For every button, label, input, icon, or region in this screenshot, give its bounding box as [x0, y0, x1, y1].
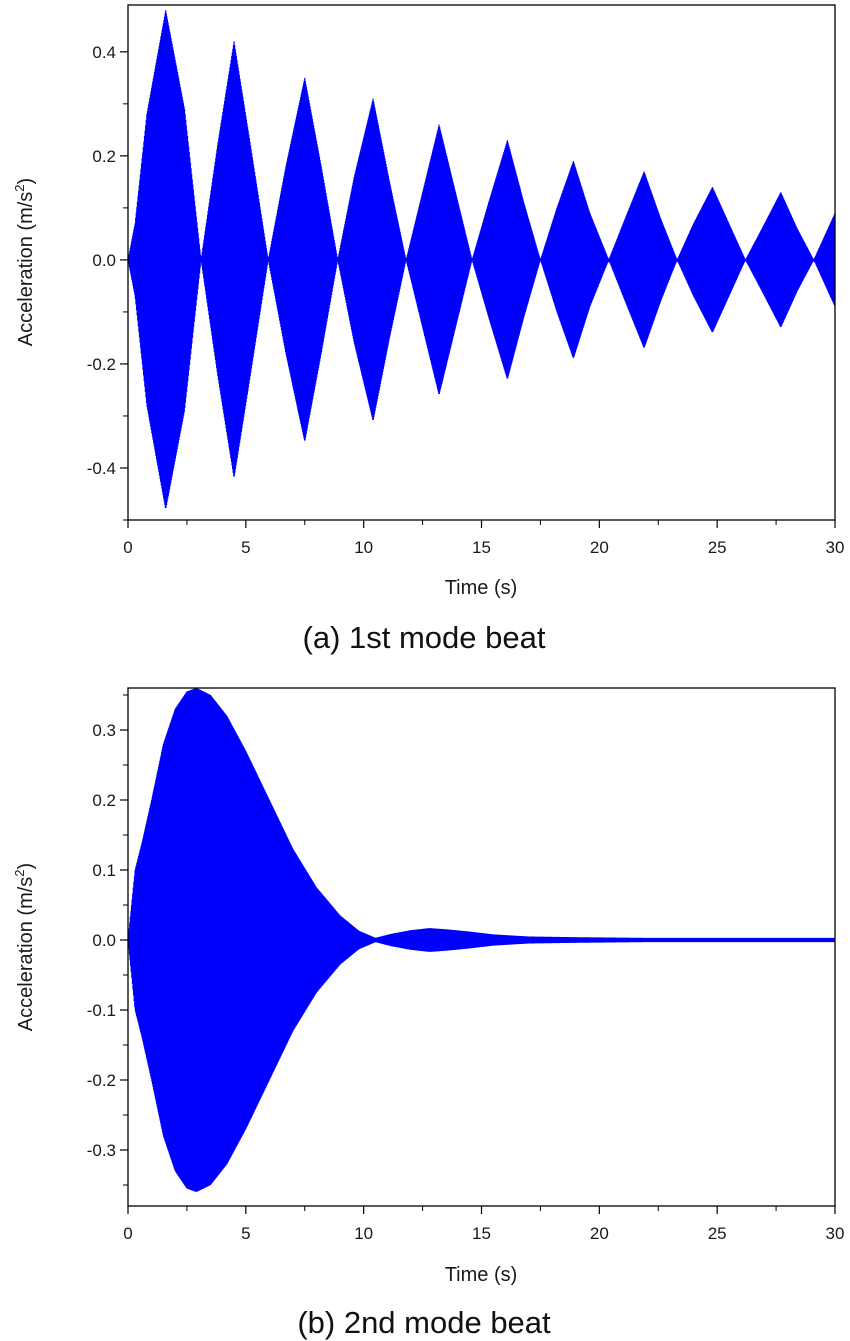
y-tick-label-a: 0.2 [92, 147, 116, 166]
chart-panel-a: 0 5 10 15 20 25 30 -0.4 -0.2 0.0 0.2 0.4 Time (s) A… [12, 4, 845, 655]
x-tick-label-a: 30 [826, 538, 845, 557]
y-tick-label-a: 0.4 [92, 43, 116, 62]
y-tick-label-b: -0.3 [87, 1141, 116, 1160]
caption-a: (a) 1st mode beat [303, 620, 546, 655]
x-tick-label-b: 25 [708, 1224, 727, 1243]
y-tick-label-a: -0.4 [87, 459, 116, 478]
x-tick-label-a: 0 [123, 538, 132, 557]
y-tick-label-a: 0.0 [92, 251, 116, 270]
axis-ticks-b: 0 5 10 15 20 25 30 -0.3 -0.2 -0.1 0.0 0.1 0.2 0.3 [87, 694, 845, 1243]
x-tick-label-a: 5 [241, 538, 250, 557]
axis-ticks-a: 0 5 10 15 20 25 30 -0.4 -0.2 0.0 0.2 0.4 [87, 43, 845, 557]
x-axis-label-b: Time (s) [445, 1264, 518, 1286]
x-axis-label-a: Time (s) [445, 577, 518, 599]
x-tick-label-b: 30 [826, 1224, 845, 1243]
y-axis-label-b: Acceleration (m/s2) [12, 863, 37, 1031]
y-tick-label-b: -0.1 [87, 1001, 116, 1020]
x-tick-label-b: 20 [590, 1224, 609, 1243]
y-tick-label-b: -0.2 [87, 1071, 116, 1090]
x-tick-label-b: 0 [123, 1224, 132, 1243]
chart-panel-b: 0 5 10 15 20 25 30 -0.3 -0.2 -0.1 0.0 0.1 0.2 0.3 Tim… [12, 687, 845, 1340]
y-tick-label-a: -0.2 [87, 355, 116, 374]
y-axis-label-a: Acceleration (m/s2) [12, 178, 37, 346]
x-tick-label-b: 5 [241, 1224, 250, 1243]
x-tick-label-b: 15 [472, 1224, 491, 1243]
signal-trace-a [127, 10, 836, 509]
x-tick-label-a: 10 [354, 538, 373, 557]
x-tick-label-a: 25 [708, 538, 727, 557]
x-tick-label-a: 20 [590, 538, 609, 557]
caption-b: (b) 2nd mode beat [297, 1305, 551, 1340]
y-tick-label-b: 0.3 [92, 721, 116, 740]
x-tick-label-b: 10 [354, 1224, 373, 1243]
signal-trace-b [127, 687, 836, 1192]
x-tick-label-a: 15 [472, 538, 491, 557]
y-tick-label-b: 0.2 [92, 791, 116, 810]
y-tick-label-b: 0.1 [92, 861, 116, 880]
y-tick-label-b: 0.0 [92, 931, 116, 950]
